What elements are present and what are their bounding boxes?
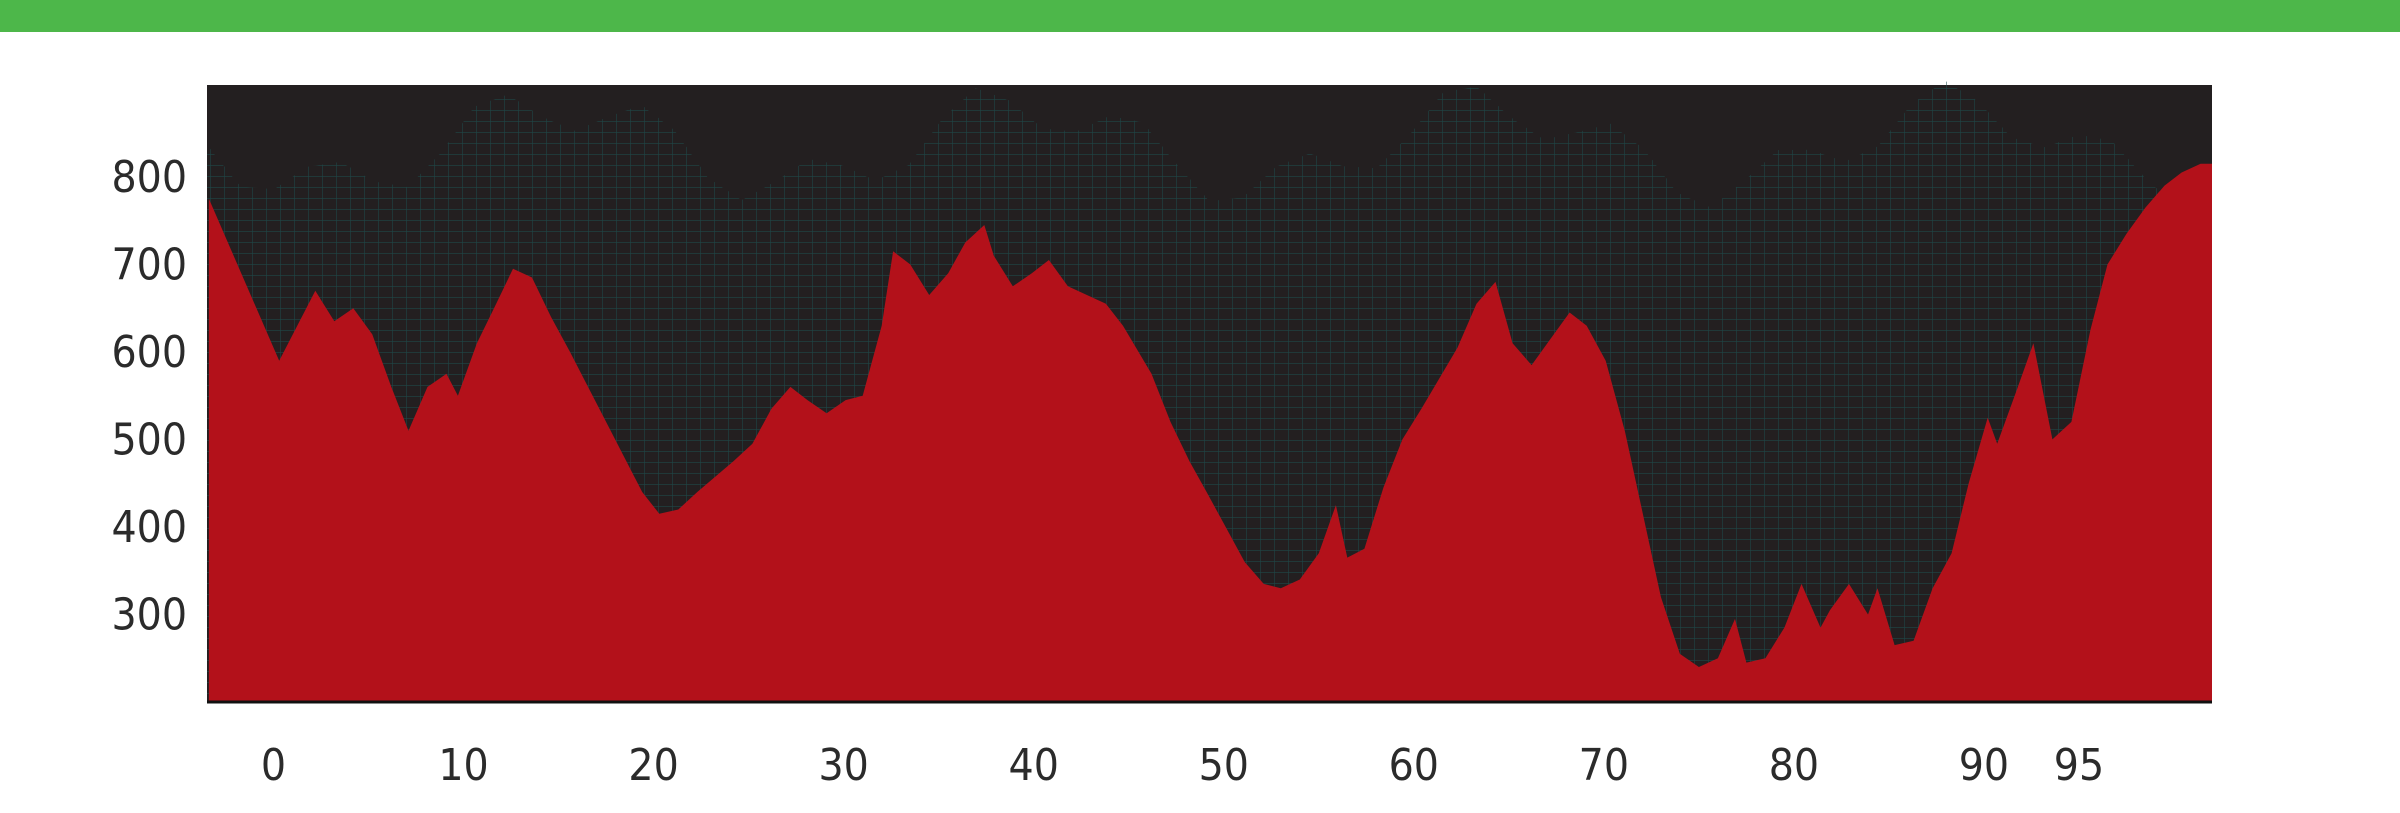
y-tick-label: 300 — [111, 589, 187, 640]
y-tick-label: 600 — [111, 327, 187, 378]
x-tick-label: 30 — [818, 740, 868, 791]
x-tick-label: 95 — [2054, 740, 2104, 791]
x-tick-label: 10 — [438, 740, 488, 791]
y-tick-label: 400 — [111, 502, 187, 553]
y-tick-label: 700 — [111, 239, 187, 290]
x-tick-label: 80 — [1769, 740, 1819, 791]
x-tick-label: 60 — [1389, 740, 1439, 791]
x-tick-label: 20 — [628, 740, 678, 791]
y-tick-label: 800 — [111, 152, 187, 203]
x-tick-label: 70 — [1579, 740, 1629, 791]
x-tick-label: 0 — [261, 740, 286, 791]
x-tick-label: 40 — [1009, 740, 1059, 791]
x-tick-label: 90 — [1959, 740, 2009, 791]
elevation-area-series-0 — [208, 163, 2212, 702]
y-tick-label: 500 — [111, 414, 187, 465]
x-tick-label: 50 — [1199, 740, 1249, 791]
top-accent-bar — [0, 0, 2400, 32]
